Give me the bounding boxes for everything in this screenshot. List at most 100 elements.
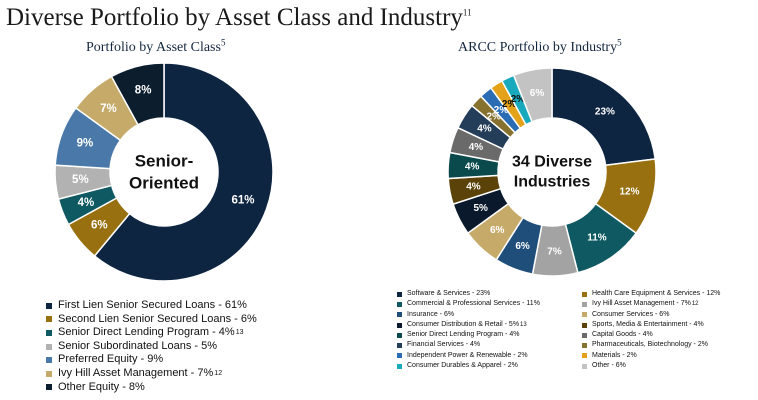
industry-legend-item-11-swatch [582, 343, 587, 349]
industry-legend-item-3-label: Ivy Hill Asset Management - 7% [592, 300, 691, 308]
industry-chart-title-footnote: 5 [617, 37, 622, 48]
chart-0-slice-0 [93, 62, 274, 282]
industry-legend-item-5: Consumer Services - 6% [582, 310, 720, 320]
industry-legend-item-11-label: Pharmaceuticals, Biotechnology - 2% [592, 341, 708, 349]
chart-1-slice-0 [551, 67, 657, 167]
page-title-footnote: 11 [462, 7, 472, 18]
industry-legend-item-11: Pharmaceuticals, Biotechnology - 2% [582, 340, 720, 350]
asset-class-chart-title: Portfolio by Asset Class5 [86, 37, 226, 56]
asset-class-legend-item-1: Second Lien Senior Secured Loans - 6% [46, 313, 257, 327]
asset-class-legend-item-4-swatch [46, 357, 52, 364]
industry-legend-item-12-label: Independent Power & Renewable - 2% [407, 351, 528, 359]
industry-legend-item-12-swatch [397, 353, 402, 359]
chart-1-slice-label-12: 2% [494, 105, 509, 116]
industry-legend-item-0: Software & Services - 23% [397, 289, 540, 299]
industry-legend-item-9-swatch [582, 332, 587, 338]
industry-legend-item-4: Insurance - 6% [397, 310, 540, 320]
industry-legend-item-10-label: Financial Services - 4% [407, 341, 481, 349]
industry-legend-item-13-label: Materials - 2% [592, 351, 637, 359]
industry-legend-item-4-swatch [397, 312, 402, 318]
chart-1-slice-15 [512, 67, 553, 123]
asset-class-legend-item-2-swatch [46, 329, 52, 336]
industry-legend-item-2-swatch [397, 301, 402, 307]
chart-0-slice-label-5: 7% [100, 103, 117, 115]
industry-legend-item-3: Ivy Hill Asset Management - 7% 12 [582, 299, 720, 309]
asset-class-legend-item-3-label: Senior Subordinated Loans - 5% [58, 339, 217, 352]
chart-1-slice-label-13: 2% [502, 99, 517, 110]
industry-legend-item-1-label: Health Care Equipment & Services - 12% [592, 290, 721, 297]
page-title: Diverse Portfolio by Asset Class and Ind… [6, 4, 472, 32]
industry-legend-item-7: Sports, Media & Entertainment - 4% [582, 320, 720, 330]
chart-0-slice-label-4: 9% [77, 138, 94, 150]
chart-1-slice-label-0: 23% [595, 106, 615, 117]
page-title-text: Diverse Portfolio by Asset Class and Ind… [6, 4, 463, 31]
industry-legend-item-13: Materials - 2% [582, 351, 720, 361]
chart-1-slice-label-7: 4% [466, 181, 481, 192]
industry-legend-item-0-swatch [397, 291, 402, 297]
asset-class-legend-item-5-label: Ivy Hill Asset Management - 7% [58, 366, 214, 379]
industry-legend-item-8: Senior Direct Lending Program - 4% [397, 330, 540, 340]
industry-legend-item-5-label: Consumer Services - 6% [592, 310, 670, 318]
industry-legend-item-2: Commercial & Professional Services - 11% [397, 299, 540, 309]
industry-legend-item-1: Health Care Equipment & Services - 12% [582, 289, 720, 299]
industry-legend-item-4-label: Insurance - 6% [407, 310, 455, 318]
industry-legend-item-7-swatch [582, 322, 587, 328]
asset-class-chart-title-footnote: 5 [220, 37, 226, 48]
industry-chart-title: ARCC Portfolio by Industry5 [458, 37, 622, 56]
asset-class-legend-item-3-swatch [46, 343, 52, 350]
chart-0-slice-label-3: 5% [72, 174, 89, 186]
industry-legend-column-1: Software & Services - 23% Commercial & Pr… [397, 289, 540, 371]
industry-legend-item-15: Other - 6% [582, 361, 720, 371]
industry-legend-item-9-label: Capital Goods - 4% [592, 331, 653, 339]
industry-legend-item-14-label: Consumer Durables & Apparel - 2% [407, 362, 518, 370]
asset-class-legend-item-2: Senior Direct Lending Program - 4% 13 [46, 326, 257, 340]
industry-legend-item-7-label: Sports, Media & Entertainment - 4% [592, 320, 704, 328]
industry-legend-item-14: Consumer Durables & Apparel - 2% [397, 361, 540, 371]
asset-class-legend-item-4: Preferred Equity - 9% [46, 353, 257, 367]
chart-1-slice-label-11: 2% [486, 112, 501, 123]
chart-0-slice-label-2: 4% [78, 197, 95, 209]
industry-legend-item-9: Capital Goods - 4% [582, 330, 720, 340]
chart-1-slice-label-2: 11% [587, 233, 607, 244]
chart-1-slice-label-5: 6% [490, 225, 505, 236]
industry-legend-item-13-swatch [582, 353, 587, 359]
industry-legend-item-10: Financial Services - 4% [397, 340, 540, 350]
asset-class-legend-item-0-label: First Lien Senior Secured Loans - 61% [58, 299, 247, 311]
asset-class-legend-item-4-label: Preferred Equity - 9% [58, 353, 164, 366]
industry-legend-item-15-label: Other - 6% [592, 362, 626, 370]
asset-class-legend-item-0-swatch [46, 302, 52, 309]
chart-1-slice-label-3: 7% [547, 246, 562, 257]
asset-class-legend-item-0: First Lien Senior Secured Loans - 61% [46, 299, 257, 313]
asset-class-legend-item-5: Ivy Hill Asset Management - 7% 12 [46, 367, 257, 381]
industry-legend-item-3-swatch [582, 301, 587, 307]
chart-1-slice-label-9: 4% [469, 142, 484, 153]
chart-0-slice-label-6: 8% [135, 85, 152, 97]
asset-class-legend-item-3: Senior Subordinated Loans - 5% [46, 340, 257, 354]
chart-0-slice-6 [110, 62, 165, 126]
asset-class-legend-item-6-swatch [46, 384, 52, 391]
asset-class-legend-item-2-label: Senior Direct Lending Program - 4% [58, 326, 235, 339]
industry-legend-item-15-swatch [582, 363, 587, 369]
asset-class-chart-title-text: Portfolio by Asset Class [86, 40, 221, 55]
asset-class-legend-item-5-swatch [46, 370, 52, 377]
chart-1-slice-label-14: 2% [511, 94, 526, 105]
industry-legend-item-6-swatch [397, 322, 402, 328]
industry-legend-item-6: Consumer Distribution & Retail - 5% 13 [397, 320, 540, 330]
chart-1-slice-label-6: 5% [473, 203, 488, 214]
chart-0-slice-label-1: 6% [91, 220, 108, 232]
industry-legend-item-12: Independent Power & Renewable - 2% [397, 351, 540, 361]
chart-1-slice-label-8: 4% [465, 161, 480, 172]
chart-1-slice-label-15: 6% [530, 88, 545, 99]
chart-0-center-label-1: Oriented [129, 174, 199, 193]
industry-legend-item-2-label: Commercial & Professional Services - 11% [407, 300, 540, 308]
industry-legend-item-1-swatch [582, 291, 587, 297]
industry-legend-item-8-swatch [397, 332, 402, 338]
chart-1-slice-label-1: 12% [619, 186, 639, 197]
chart-0-slice-label-0: 61% [232, 194, 255, 206]
asset-class-legend-item-1-label: Second Lien Senior Secured Loans - 6% [58, 312, 257, 325]
industry-legend-item-5-swatch [582, 312, 587, 318]
industry-legend-item-8-label: Senior Direct Lending Program - 4% [407, 331, 520, 339]
industry-legend-item-14-swatch [397, 363, 402, 369]
